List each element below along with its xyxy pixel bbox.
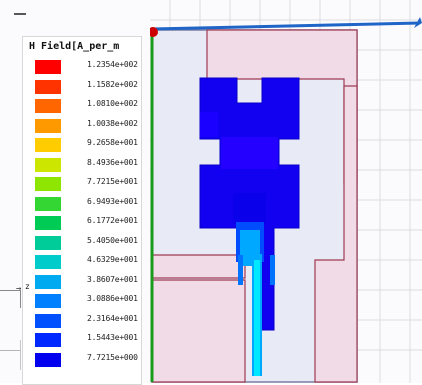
ground-plane-right (314, 85, 358, 383)
legend-value: 6.9493e+001 (87, 196, 138, 206)
left-border-line (0, 350, 20, 351)
left-border-tick (20, 340, 21, 370)
model-canvas (150, 0, 422, 383)
legend-swatch (35, 313, 61, 328)
legend-swatch (35, 352, 61, 367)
legend-entry: 3.0886e+001 (33, 292, 143, 308)
legend-value: 1.5443e+001 (87, 333, 138, 342)
legend-swatch (35, 138, 61, 152)
legend-swatch (35, 118, 61, 133)
patch-lower-notch (233, 193, 266, 224)
legend-entry: 1.2354e+002 (33, 58, 143, 74)
legend-swatch (35, 294, 61, 308)
legend-entry: 7.7215e+000 (33, 351, 143, 367)
legend-value: 1.1582e+002 (87, 79, 138, 89)
legend-value: 9.2658e+001 (87, 138, 138, 147)
legend-entry: 6.9493e+001 (33, 195, 143, 211)
legend-entry: 7.7215e+001 (33, 175, 143, 191)
legend-value: 3.8607e+001 (87, 274, 138, 284)
legend-swatch (35, 177, 61, 191)
patch-center (221, 137, 278, 169)
legend-swatch (35, 99, 61, 113)
legend-entry: 4.6329e+001 (33, 253, 143, 269)
legend-value: 7.7215e+001 (87, 177, 138, 186)
legend-swatch (35, 333, 61, 347)
legend-value: 5.4050e+001 (87, 235, 138, 245)
patch-notch-left (200, 112, 218, 137)
legend-value: 2.3164e+001 (87, 313, 138, 323)
legend-entry: 2.3164e+001 (33, 312, 143, 328)
legend-swatch (35, 60, 61, 74)
feed-line-edge-right (270, 255, 275, 285)
view-corner-marker (14, 6, 26, 16)
legend-swatch (35, 255, 61, 269)
legend-value: 1.0810e+002 (87, 99, 138, 108)
legend-swatch (35, 79, 61, 94)
legend-value: 8.4936e+001 (87, 157, 138, 167)
legend-entry: 1.5443e+001 (33, 331, 143, 347)
triad-arrow-icon: → (16, 284, 22, 294)
legend-entry: 1.0810e+002 (33, 97, 143, 113)
legend-value: 6.1772e+001 (87, 216, 138, 225)
legend-title: H Field[A_per_m (29, 41, 120, 52)
ground-plane-bottom-left-2 (151, 279, 246, 383)
field-legend: H Field[A_per_m 1.2354e+002 1.1582e+002 1.… (22, 36, 142, 385)
ground-plane-bottom-left (151, 254, 246, 279)
origin-marker (150, 27, 158, 37)
triad-axis-label: z (25, 282, 30, 291)
legend-entry: 3.8607e+001 (33, 273, 143, 289)
legend-value: 7.7215e+000 (87, 352, 138, 362)
legend-swatch (35, 274, 61, 289)
legend-value: 4.6329e+001 (87, 255, 138, 264)
legend-entry: 1.0038e+002 (33, 117, 143, 133)
orientation-triad: → z (0, 276, 30, 316)
legend-value: 1.0038e+002 (87, 118, 138, 128)
legend-entry: 5.4050e+001 (33, 234, 143, 250)
legend-value: 1.2354e+002 (87, 60, 138, 69)
legend-swatch (35, 235, 61, 250)
feed-line-edge-left (238, 255, 243, 285)
legend-entry: 8.4936e+001 (33, 156, 143, 172)
legend-swatch (35, 216, 61, 230)
legend-entry: 1.1582e+002 (33, 78, 143, 94)
feed-line-core (254, 260, 260, 376)
legend-value: 3.0886e+001 (87, 294, 138, 303)
legend-swatch (35, 157, 61, 172)
x-axis (151, 21, 421, 31)
x-axis-arrow (414, 17, 422, 28)
legend-swatch (35, 196, 61, 211)
legend-entry: 9.2658e+001 (33, 136, 143, 152)
legend-entry: 6.1772e+001 (33, 214, 143, 230)
